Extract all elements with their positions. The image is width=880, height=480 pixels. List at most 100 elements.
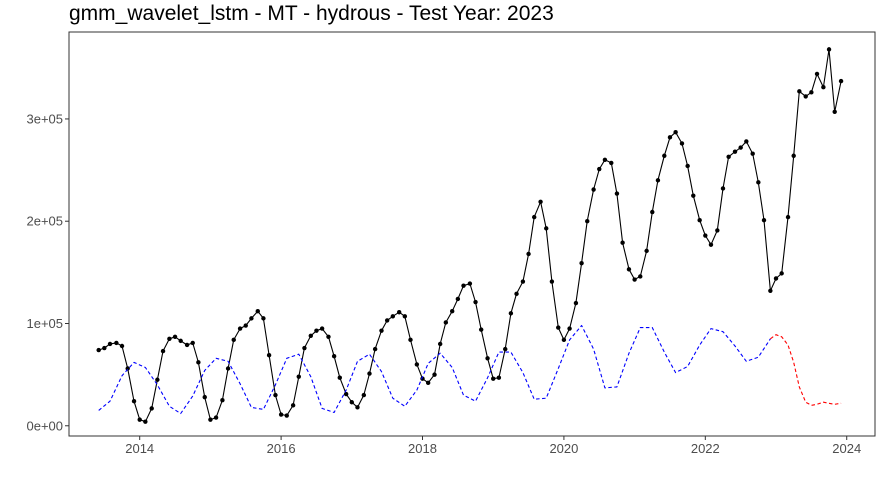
- data-point: [355, 405, 360, 410]
- data-point: [591, 187, 596, 192]
- data-point: [266, 353, 272, 358]
- data-point: [208, 417, 213, 422]
- data-point: [326, 334, 331, 339]
- data-point: [644, 248, 649, 254]
- data-point: [408, 337, 413, 343]
- data-point: [726, 154, 731, 159]
- data-point: [455, 296, 461, 302]
- data-point: [437, 341, 443, 347]
- data-point: [119, 343, 125, 349]
- series-2-line: [98, 324, 771, 415]
- data-point: [602, 157, 608, 163]
- data-point: [367, 371, 372, 376]
- data-point: [673, 130, 678, 135]
- plot-panel: [68, 31, 876, 437]
- chart-title: gmm_wavelet_lstm - MT - hydrous - Test Y…: [69, 2, 554, 25]
- data-point: [114, 340, 119, 346]
- data-point: [473, 299, 478, 305]
- data-point: [290, 403, 296, 408]
- data-point: [107, 341, 113, 347]
- data-point: [650, 209, 655, 215]
- data-point: [797, 89, 802, 94]
- data-point: [609, 160, 614, 166]
- data-point: [213, 415, 219, 420]
- data-point: [372, 346, 378, 352]
- data-point: [703, 233, 708, 238]
- x-tick-label: 2022: [691, 441, 720, 456]
- data-point: [832, 109, 837, 114]
- data-point: [96, 347, 101, 353]
- data-point: [249, 316, 254, 321]
- data-point: [278, 412, 284, 417]
- data-point: [155, 377, 160, 382]
- series-3-line: [770, 334, 842, 406]
- data-point: [137, 417, 142, 422]
- data-point: [821, 85, 826, 90]
- data-point: [532, 214, 537, 220]
- data-point: [202, 394, 207, 400]
- data-point: [450, 309, 455, 314]
- data-point: [160, 348, 166, 354]
- y-tick-label: 3e+05: [26, 111, 63, 126]
- data-point: [467, 281, 473, 286]
- data-point: [343, 391, 349, 397]
- data-point: [697, 217, 702, 223]
- data-point: [567, 326, 572, 331]
- x-tick-label: 2020: [549, 441, 578, 456]
- data-point: [319, 326, 325, 331]
- data-point: [679, 141, 685, 146]
- data-point: [414, 362, 420, 367]
- data-point: [491, 376, 496, 381]
- x-tick-label: 2024: [832, 441, 861, 456]
- data-point: [125, 366, 130, 371]
- data-point: [361, 392, 367, 398]
- data-point: [273, 392, 278, 398]
- data-point: [814, 71, 820, 77]
- data-point: [632, 277, 637, 282]
- data-point: [379, 328, 384, 333]
- data-point: [809, 90, 814, 95]
- data-point: [708, 242, 714, 247]
- data-point: [255, 309, 260, 314]
- data-point: [544, 226, 549, 231]
- data-point: [220, 398, 225, 403]
- data-point: [284, 413, 289, 418]
- data-point: [538, 199, 543, 204]
- data-point: [478, 327, 484, 332]
- data-point: [738, 145, 743, 150]
- data-point: [579, 260, 584, 266]
- data-point: [791, 153, 796, 158]
- data-point: [485, 356, 490, 361]
- data-point: [190, 340, 195, 346]
- data-point: [178, 338, 183, 344]
- data-point: [432, 372, 437, 377]
- data-point: [425, 380, 431, 386]
- data-point: [732, 149, 738, 154]
- data-point: [296, 374, 301, 379]
- data-point: [715, 228, 720, 233]
- data-point: [614, 191, 620, 196]
- data-point: [496, 375, 502, 380]
- data-point: [196, 360, 201, 365]
- y-tick-label: 0e+00: [26, 418, 63, 433]
- data-point: [337, 375, 342, 380]
- data-point: [514, 291, 519, 297]
- data-point: [826, 47, 832, 52]
- data-point: [655, 178, 661, 183]
- data-point: [520, 279, 526, 284]
- data-point: [225, 366, 231, 371]
- data-point: [667, 135, 673, 140]
- data-point: [261, 316, 266, 321]
- data-point: [597, 166, 602, 172]
- data-point: [556, 325, 561, 330]
- data-point: [302, 345, 307, 351]
- data-point: [626, 267, 632, 272]
- data-point: [503, 346, 508, 352]
- data-point: [585, 219, 590, 224]
- data-point: [744, 139, 749, 144]
- data-point: [620, 240, 625, 245]
- data-point: [314, 328, 319, 333]
- data-point: [461, 283, 466, 288]
- data-point: [561, 337, 567, 343]
